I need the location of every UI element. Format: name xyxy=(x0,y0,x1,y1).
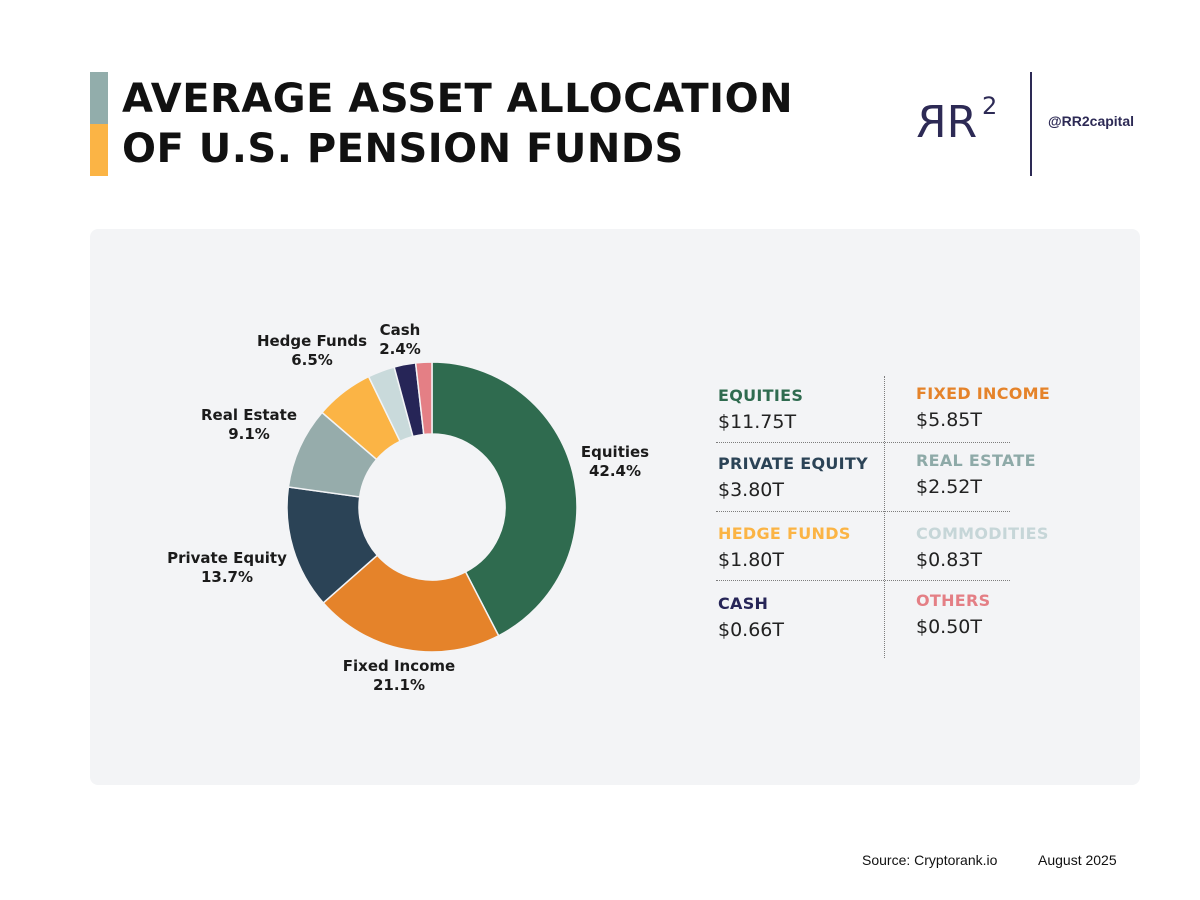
label-hedge-funds: Hedge Funds 6.5% xyxy=(252,332,372,370)
legend-divider-1 xyxy=(716,442,1010,443)
label-equities: Equities 42.4% xyxy=(574,443,656,481)
legend-others-value: $0.50T xyxy=(916,616,982,638)
legend-commodities-name: COMMODITIES xyxy=(916,524,1049,543)
donut-slice-equities xyxy=(431,361,578,637)
legend-fixed-income: FIXED INCOME $5.85T xyxy=(916,384,1076,432)
legend-cash: CASH $0.66T xyxy=(718,594,878,642)
legend-divider-vertical xyxy=(884,376,885,658)
legend-commodities: COMMODITIES $0.83T xyxy=(916,524,1076,572)
title-accent-bar-bottom xyxy=(90,124,108,176)
label-cash: Cash 2.4% xyxy=(370,321,430,359)
logo-mirrored-letter: R xyxy=(916,97,947,148)
legend-real-estate: REAL ESTATE $2.52T xyxy=(916,451,1076,499)
label-hedge-funds-pct: 6.5% xyxy=(291,351,333,369)
label-real-estate-name: Real Estate xyxy=(200,406,298,424)
legend-cash-value: $0.66T xyxy=(718,619,784,641)
label-fixed-income: Fixed Income 21.1% xyxy=(334,657,464,695)
legend-hedge-funds: HEDGE FUNDS $1.80T xyxy=(718,524,878,572)
label-cash-pct: 2.4% xyxy=(379,340,421,358)
legend-fixed-income-value: $5.85T xyxy=(916,409,982,431)
page-title: AVERAGE ASSET ALLOCATION OF U.S. PENSION… xyxy=(122,74,882,174)
legend-equities: EQUITIES $11.75T xyxy=(718,386,878,434)
legend-divider-2 xyxy=(716,511,1010,512)
legend-others: OTHERS $0.50T xyxy=(916,591,1076,639)
legend-others-name: OTHERS xyxy=(916,591,991,610)
label-real-estate-pct: 9.1% xyxy=(228,425,270,443)
rr2-logo: RR 2 xyxy=(916,92,1016,156)
legend-real-estate-value: $2.52T xyxy=(916,476,982,498)
chart-panel xyxy=(90,229,1140,785)
legend-hedge-funds-value: $1.80T xyxy=(718,549,784,571)
legend-fixed-income-name: FIXED INCOME xyxy=(916,384,1051,403)
legend-equities-value: $11.75T xyxy=(718,411,797,433)
legend-private-equity-name: PRIVATE EQUITY xyxy=(718,454,869,473)
legend-divider-3 xyxy=(716,580,1010,581)
donut-slice-others xyxy=(414,361,433,436)
legend-equities-name: EQUITIES xyxy=(718,386,804,405)
source-note: Source: Cryptorank.io xyxy=(862,852,998,868)
legend-cash-name: CASH xyxy=(718,594,769,613)
date-note: August 2025 xyxy=(1038,852,1117,868)
logo-text: RR xyxy=(916,97,978,148)
donut-slice-fixed-income xyxy=(322,554,500,653)
legend-private-equity: PRIVATE EQUITY $3.80T xyxy=(718,454,878,502)
legend-hedge-funds-name: HEDGE FUNDS xyxy=(718,524,851,543)
title-line-1: AVERAGE ASSET ALLOCATION xyxy=(122,76,794,122)
label-equities-pct: 42.4% xyxy=(588,462,642,480)
label-private-equity-name: Private Equity xyxy=(167,549,287,567)
legend-private-equity-value: $3.80T xyxy=(718,479,784,501)
title-accent-bar xyxy=(90,72,108,176)
label-fixed-income-pct: 21.1% xyxy=(372,676,426,694)
label-equities-name: Equities xyxy=(580,443,650,461)
legend-real-estate-name: REAL ESTATE xyxy=(916,451,1036,470)
label-cash-name: Cash xyxy=(379,321,421,339)
social-handle[interactable]: @RR2capital xyxy=(1048,113,1135,129)
title-line-2: OF U.S. PENSION FUNDS xyxy=(122,126,684,172)
label-hedge-funds-name: Hedge Funds xyxy=(256,332,368,350)
legend-commodities-value: $0.83T xyxy=(916,549,982,571)
title-accent-bar-top xyxy=(90,72,108,124)
label-fixed-income-name: Fixed Income xyxy=(342,657,456,675)
logo-superscript: 2 xyxy=(982,92,998,120)
label-private-equity: Private Equity 13.7% xyxy=(164,549,290,587)
label-private-equity-pct: 13.7% xyxy=(200,568,254,586)
label-real-estate: Real Estate 9.1% xyxy=(196,406,302,444)
logo-divider xyxy=(1030,72,1032,176)
